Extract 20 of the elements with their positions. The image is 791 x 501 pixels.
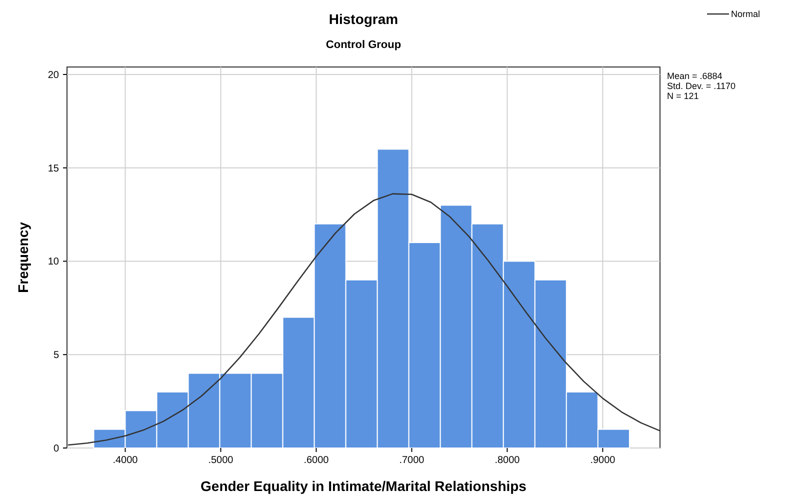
y-axis-title: Frequency xyxy=(15,222,31,293)
text: Std. Dev. = .1170 xyxy=(667,81,736,91)
x-tick-label: .7000 xyxy=(399,455,425,466)
legend-label: Normal xyxy=(731,9,760,19)
x-tick-label: .6000 xyxy=(304,455,330,466)
x-tick-label: .4000 xyxy=(112,455,138,466)
x-tick-label: .9000 xyxy=(590,455,616,466)
y-tick-label: 15 xyxy=(48,163,60,174)
chart-title: Histogram xyxy=(328,11,398,27)
text: N = 121 xyxy=(667,91,699,101)
x-tick-label: .8000 xyxy=(494,455,520,466)
text: Mean = .6884 xyxy=(667,71,722,81)
y-tick-label: 10 xyxy=(48,256,60,268)
y-tick-label: 0 xyxy=(53,444,60,454)
x-axis-title: Gender Equality in Intimate/Marital Relationships xyxy=(200,478,527,494)
x-tick-label: .5000 xyxy=(208,455,234,466)
line-series xyxy=(67,193,661,446)
y-tick-label: 20 xyxy=(48,70,60,81)
y-tick-label: 5 xyxy=(53,350,60,362)
chart-subtitle: Control Group xyxy=(326,39,402,51)
